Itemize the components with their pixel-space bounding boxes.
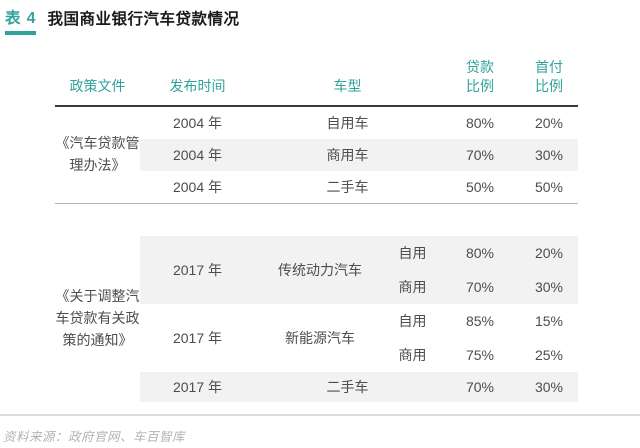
cell-loan-ratio: 50% (465, 179, 495, 195)
sub-rows: 自用 80% 20% 商用 70% 30% (385, 236, 578, 304)
table-row: 2004 年 自用车 80% 20% (140, 107, 578, 139)
cell-vehicle-type: 二手车 (326, 179, 369, 195)
group-rows: 2004 年 自用车 80% 20% 2004 年 商用车 70% 30% 20… (140, 107, 578, 203)
table-row: 2004 年 二手车 50% 50% (140, 171, 578, 203)
cell-loan-ratio: 75% (465, 347, 495, 363)
cell-down-payment: 25% (534, 347, 564, 363)
header-down-payment-ratio: 首付比例 (535, 59, 563, 95)
cell-loan-ratio: 70% (465, 279, 495, 295)
cell-down-payment: 30% (534, 279, 564, 295)
table-row: 2004 年 商用车 70% 30% (140, 139, 578, 171)
page-divider (0, 414, 640, 416)
cell-time: 2004 年 (172, 179, 223, 195)
policy-name: 《关于调整汽车贷款有关政策的通知》 (55, 288, 140, 348)
cell-down-payment: 20% (534, 115, 564, 131)
vehicle-block: 2017 年 传统动力汽车 自用 80% 20% 商用 70% 30% (140, 236, 578, 304)
cell-vehicle-type: 自用车 (326, 115, 369, 131)
cell-time: 2004 年 (172, 115, 223, 131)
table-number-label: 表 4 (5, 6, 37, 35)
table-subrow: 自用 80% 20% (385, 236, 578, 270)
cell-loan-ratio: 85% (465, 313, 495, 329)
policy-group-2004: 《汽车贷款管理办法》 2004 年 自用车 80% 20% 2004 年 商用车… (55, 107, 578, 204)
cell-time: 2004 年 (172, 147, 223, 163)
header-loan-ratio: 贷款比例 (466, 59, 494, 95)
cell-loan-ratio: 70% (465, 147, 495, 163)
table-subrow: 70% 30% (440, 372, 578, 402)
cell-use-type: 自用 (398, 313, 427, 329)
cell-loan-ratio: 70% (465, 379, 495, 395)
header-policy: 政策文件 (69, 78, 126, 94)
cell-use-type: 自用 (398, 245, 427, 261)
cell-loan-ratio: 80% (465, 245, 495, 261)
cell-use-type: 商用 (398, 279, 427, 295)
policy-name: 《汽车贷款管理办法》 (55, 135, 140, 173)
table-subrow: 商用 75% 25% (385, 338, 578, 372)
sub-rows: 70% 30% (440, 372, 578, 402)
cell-down-payment: 30% (534, 379, 564, 395)
auto-loan-table: 政策文件 发布时间 车型 贷款比例 首付比例 《汽车贷款管理办法》 2004 年… (55, 35, 578, 402)
cell-vehicle-type: 传统动力汽车 (278, 262, 362, 278)
cell-time: 2017 年 (172, 330, 223, 346)
vehicle-block: 2017 年 新能源汽车 自用 85% 15% 商用 75% 25% (140, 304, 578, 372)
cell-down-payment: 15% (534, 313, 564, 329)
table-subrow: 商用 70% 30% (385, 270, 578, 304)
cell-down-payment: 30% (534, 147, 564, 163)
cell-down-payment: 50% (534, 179, 564, 195)
group-rows: 2017 年 传统动力汽车 自用 80% 20% 商用 70% 30% (140, 236, 578, 402)
table-title: 表 4 我国商业银行汽车贷款情况 (0, 0, 640, 35)
vehicle-block: 2017 年 二手车 70% 30% (140, 372, 578, 402)
header-vehicle-type: 车型 (333, 78, 362, 94)
sub-rows: 自用 85% 15% 商用 75% 25% (385, 304, 578, 372)
table-header-row: 政策文件 发布时间 车型 贷款比例 首付比例 (55, 35, 578, 107)
cell-loan-ratio: 80% (465, 115, 495, 131)
policy-group-2017: 《关于调整汽车贷款有关政策的通知》 2017 年 传统动力汽车 自用 80% 2… (55, 236, 578, 402)
table-title-text: 我国商业银行汽车贷款情况 (47, 11, 240, 28)
cell-vehicle-type: 新能源汽车 (285, 330, 355, 346)
cell-time: 2017 年 (172, 379, 223, 395)
cell-vehicle-type: 商用车 (326, 147, 369, 163)
data-source-note: 资料来源：政府官网、车百智库 (3, 430, 186, 444)
header-publish-time: 发布时间 (169, 78, 226, 94)
cell-vehicle-type: 二手车 (326, 379, 369, 395)
cell-use-type: 商用 (398, 347, 427, 363)
table-subrow: 自用 85% 15% (385, 304, 578, 338)
cell-down-payment: 20% (534, 245, 564, 261)
cell-time: 2017 年 (172, 262, 223, 278)
